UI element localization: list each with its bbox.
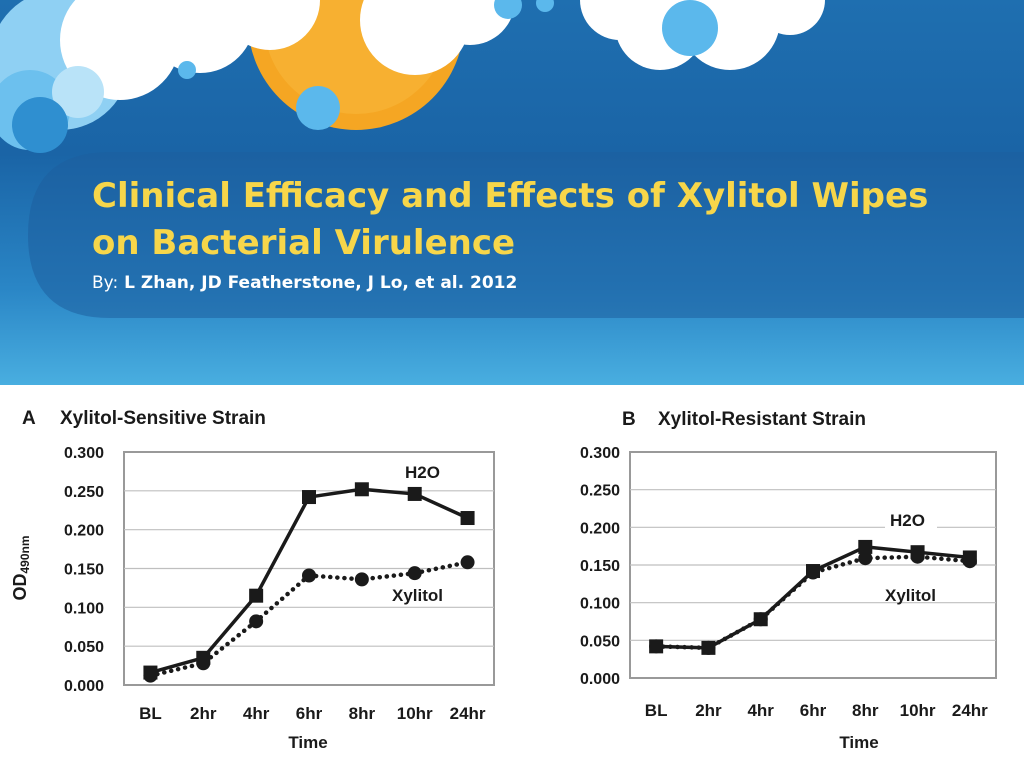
byline: By: L Zhan, JD Featherstone, J Lo, et al… <box>92 273 972 293</box>
y-tick-label: 0.250 <box>64 484 104 501</box>
y-tick-label: 0.000 <box>64 678 104 695</box>
slide-title: Clinical Efficacy and Effects of Xylitol… <box>92 176 929 263</box>
x-axis-label-b: Time <box>839 733 878 752</box>
y-axis-label-a: OD490nm <box>10 535 32 600</box>
y-tick-label: 0.100 <box>580 596 620 613</box>
legend-label-bg <box>885 506 937 532</box>
data-point-h2o <box>354 482 369 497</box>
series-label-xylitol: Xylitol <box>885 586 936 605</box>
data-point-h2o <box>407 486 422 501</box>
figure-area: A Xylitol-Sensitive Strain 0.000 0.050 0.1… <box>0 385 1024 768</box>
x-tick-label: 8hr <box>852 701 879 720</box>
x-ticks-b: BL 2hr 4hr 6hr 8hr 10hr 24hr <box>645 701 988 720</box>
byline-prefix: By: <box>92 273 119 293</box>
data-point-h2o <box>249 588 264 603</box>
panel-a-letter: A <box>22 408 36 429</box>
title-panel <box>28 152 1024 318</box>
data-point-xylitol <box>460 555 475 570</box>
x-axis-label-a: Time <box>288 733 327 752</box>
series-label-h2o: H2O <box>890 511 925 530</box>
y-ticks-b: 0.000 0.050 0.100 0.150 0.200 0.250 0.300 <box>580 445 620 688</box>
x-tick-label: 2hr <box>190 704 217 723</box>
x-tick-label: 10hr <box>900 701 936 720</box>
data-point-h2o <box>460 511 475 526</box>
data-point-xylitol <box>407 566 422 581</box>
y-tick-label: 0.300 <box>64 445 104 462</box>
data-point-xylitol <box>249 614 264 629</box>
svg-text:OD490nm: OD490nm <box>10 535 32 600</box>
cloud-middle <box>360 0 515 75</box>
data-point-h2o <box>302 490 316 505</box>
y-tick-label: 0.050 <box>580 633 620 650</box>
x-tick-label: 4hr <box>747 701 774 720</box>
banner-decoration <box>0 0 1024 318</box>
data-point-h2o <box>806 564 820 579</box>
panel-b-title: Xylitol-Resistant Strain <box>658 409 866 430</box>
y-axis-label-main: OD <box>10 574 30 601</box>
y-tick-label: 0.200 <box>64 523 104 540</box>
x-tick-label: 2hr <box>695 701 722 720</box>
data-point-h2o <box>143 665 158 680</box>
series-b <box>649 539 977 655</box>
y-tick-label: 0.200 <box>580 520 620 537</box>
data-point-h2o <box>649 639 664 654</box>
x-tick-label: 24hr <box>450 704 486 723</box>
figure-svg: A Xylitol-Sensitive Strain 0.000 0.050 0.1… <box>10 408 997 752</box>
x-tick-label: 6hr <box>296 704 323 723</box>
panel-b-letter: B <box>622 409 636 430</box>
panel-a-title: Xylitol-Sensitive Strain <box>60 408 266 429</box>
data-point-h2o <box>858 539 873 554</box>
data-point-h2o <box>753 612 768 627</box>
series-a <box>143 482 475 683</box>
chart-panel-a: A Xylitol-Sensitive Strain 0.000 0.050 0.1… <box>10 408 495 752</box>
chart-panel-b: B Xylitol-Resistant Strain 0.000 0.050 0.1… <box>580 409 997 752</box>
x-tick-label: 10hr <box>397 704 433 723</box>
series-label-h2o: H2O <box>405 463 440 482</box>
data-point-xylitol <box>354 572 369 587</box>
y-tick-label: 0.100 <box>64 600 104 617</box>
x-tick-label: BL <box>645 701 668 720</box>
data-point-h2o <box>910 545 925 560</box>
bubbles <box>52 0 718 130</box>
grid-a <box>124 490 494 647</box>
data-point-h2o <box>962 550 977 565</box>
y-tick-label: 0.000 <box>580 671 620 688</box>
x-ticks-a: BL 2hr 4hr 6hr 8hr 10hr 24hr <box>139 704 486 723</box>
x-tick-label: 4hr <box>243 704 270 723</box>
y-tick-label: 0.150 <box>580 558 620 575</box>
byline-authors: L Zhan, JD Featherstone, J Lo, et al. 20… <box>124 273 518 293</box>
x-tick-label: 24hr <box>952 701 988 720</box>
y-tick-label: 0.150 <box>64 562 104 579</box>
y-tick-label: 0.050 <box>64 639 104 656</box>
title-banner: Clinical Efficacy and Effects of Xylitol… <box>0 0 1024 385</box>
y-tick-label: 0.250 <box>580 483 620 500</box>
data-point-xylitol <box>302 568 316 583</box>
y-ticks-a: 0.000 0.050 0.100 0.150 0.200 0.250 0.300 <box>64 445 104 695</box>
data-point-h2o <box>196 650 211 665</box>
data-point-xylitol <box>858 551 873 566</box>
series-labels-a: Xylitol H2O <box>392 463 443 605</box>
title-block: Clinical Efficacy and Effects of Xylitol… <box>92 173 972 293</box>
y-axis-label-sub: 490nm <box>18 535 32 573</box>
y-tick-label: 0.300 <box>580 445 620 462</box>
series-label-xylitol: Xylitol <box>392 586 443 605</box>
x-tick-label: BL <box>139 704 162 723</box>
x-tick-label: 8hr <box>349 704 376 723</box>
series-labels-b: Xylitol H2O <box>885 506 937 605</box>
data-point-h2o <box>701 640 716 655</box>
x-tick-label: 6hr <box>800 701 827 720</box>
